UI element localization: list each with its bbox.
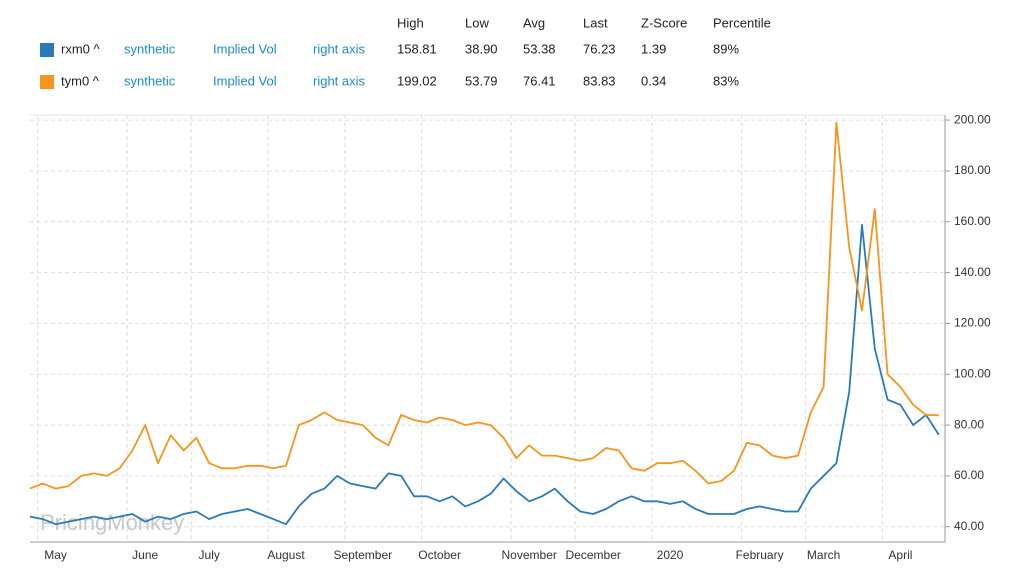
stat-header: Avg xyxy=(523,15,545,30)
legend-name: tym0 ^ xyxy=(61,73,100,88)
x-tick-label: February xyxy=(736,548,784,562)
stat-value: 1.39 xyxy=(641,41,666,56)
measure-link[interactable]: Implied Vol xyxy=(213,73,277,88)
y-tick-label: 120.00 xyxy=(954,316,991,330)
stat-header: Last xyxy=(583,15,608,30)
x-tick-label: May xyxy=(44,548,67,562)
y-tick-label: 160.00 xyxy=(954,214,991,228)
legend-swatch xyxy=(40,75,54,89)
legend-name: rxm0 ^ xyxy=(61,41,101,56)
x-tick-label: March xyxy=(807,548,840,562)
stat-header: High xyxy=(397,15,424,30)
x-tick-label: 2020 xyxy=(657,548,684,562)
stat-value: 199.02 xyxy=(397,73,437,88)
source-link[interactable]: synthetic xyxy=(124,73,176,88)
y-tick-label: 180.00 xyxy=(954,163,991,177)
x-tick-label: September xyxy=(333,548,392,562)
y-tick-label: 200.00 xyxy=(954,112,991,126)
stat-value: 158.81 xyxy=(397,41,437,56)
stat-value: 83% xyxy=(713,73,739,88)
y-tick-label: 40.00 xyxy=(954,519,984,533)
x-tick-label: December xyxy=(566,548,621,562)
stat-value: 53.79 xyxy=(465,73,498,88)
x-tick-label: October xyxy=(418,548,461,562)
y-tick-label: 140.00 xyxy=(954,265,991,279)
legend-swatch xyxy=(40,43,54,57)
x-tick-label: November xyxy=(502,548,557,562)
stat-header: Z-Score xyxy=(641,15,687,30)
stat-value: 53.38 xyxy=(523,41,556,56)
x-tick-label: April xyxy=(888,548,912,562)
stat-value: 76.41 xyxy=(523,73,556,88)
stat-header: Percentile xyxy=(713,15,771,30)
measure-link[interactable]: Implied Vol xyxy=(213,41,277,56)
y-tick-label: 60.00 xyxy=(954,468,984,482)
y-tick-label: 80.00 xyxy=(954,417,984,431)
x-tick-label: July xyxy=(199,548,220,562)
series-line xyxy=(29,223,940,526)
stat-value: 89% xyxy=(713,41,739,56)
stat-value: 76.23 xyxy=(583,41,616,56)
series-line xyxy=(29,121,939,490)
x-tick-label: August xyxy=(267,548,305,562)
axis-link[interactable]: right axis xyxy=(313,41,366,56)
y-tick-label: 100.00 xyxy=(954,366,991,380)
stat-value: 83.83 xyxy=(583,73,616,88)
axis-link[interactable]: right axis xyxy=(313,73,366,88)
stat-value: 0.34 xyxy=(641,73,666,88)
source-link[interactable]: synthetic xyxy=(124,41,176,56)
stat-header: Low xyxy=(465,15,489,30)
stat-value: 38.90 xyxy=(465,41,498,56)
x-tick-label: June xyxy=(132,548,158,562)
